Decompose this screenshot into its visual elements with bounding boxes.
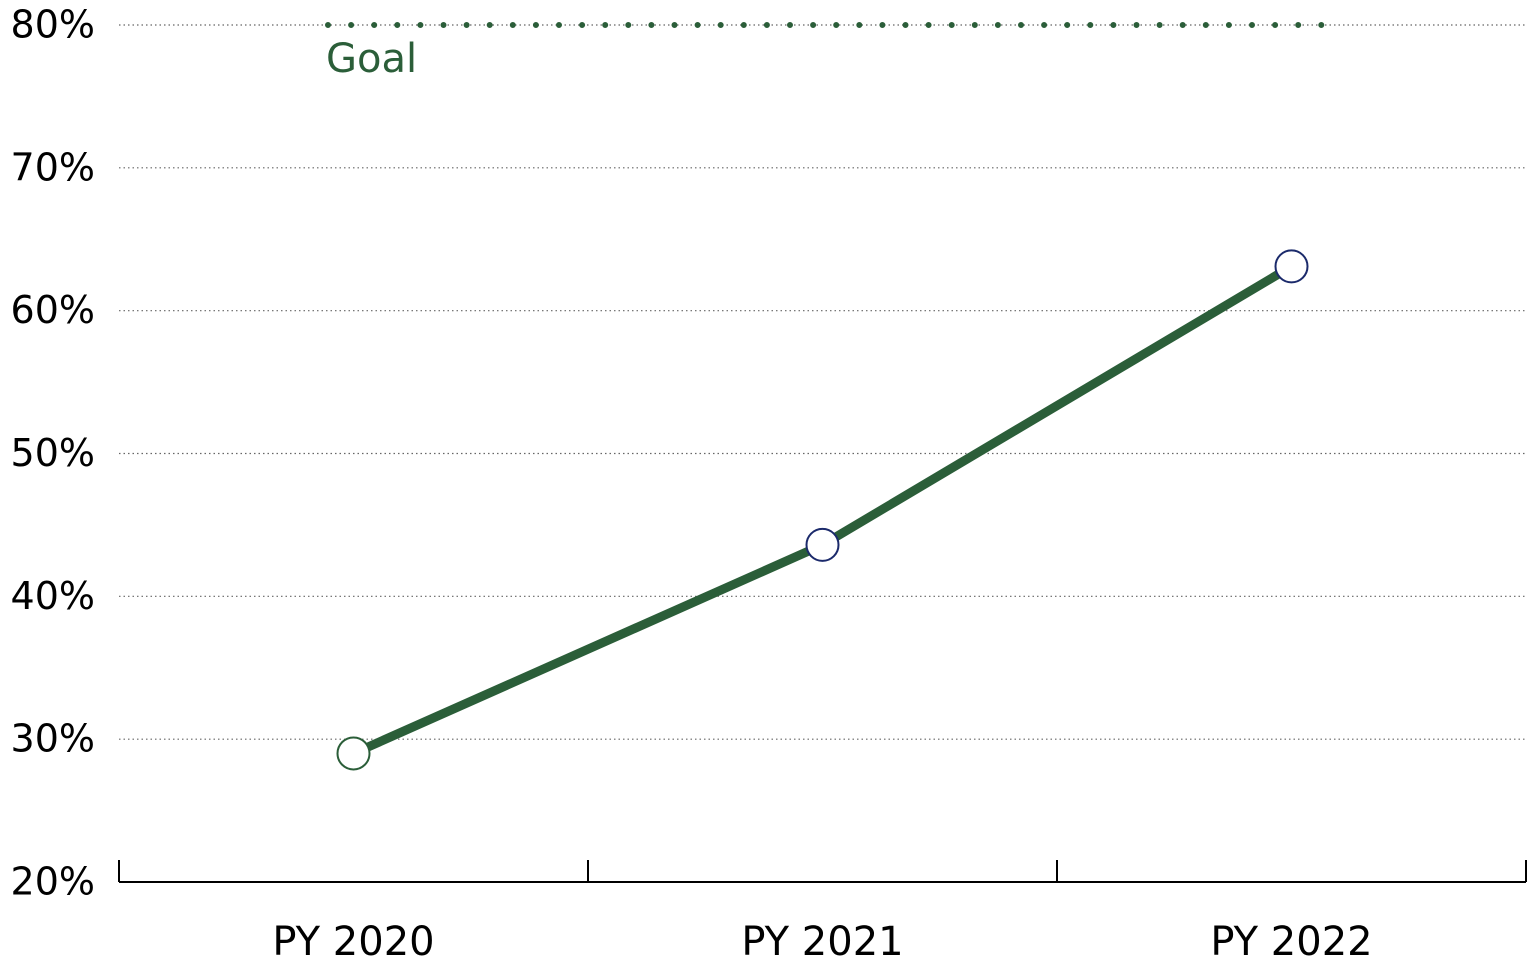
y-tick-label: 50% [11,431,95,475]
x-tick-label: PY 2022 [1210,919,1372,965]
y-tick-label: 30% [11,717,95,761]
x-tick-label: PY 2021 [741,919,903,965]
x-tick-label: PY 2020 [272,919,434,965]
marker [805,527,840,562]
marker [1274,249,1309,284]
line [351,262,1294,758]
y-tick-label: 70% [11,145,95,189]
y-tick-label: 20% [11,860,95,904]
y-tick-label: 80% [11,3,95,47]
goal-label: Goal [326,36,417,82]
marker [336,736,371,771]
y-tick-label: 40% [11,574,95,618]
y-tick-label: 60% [11,288,95,332]
